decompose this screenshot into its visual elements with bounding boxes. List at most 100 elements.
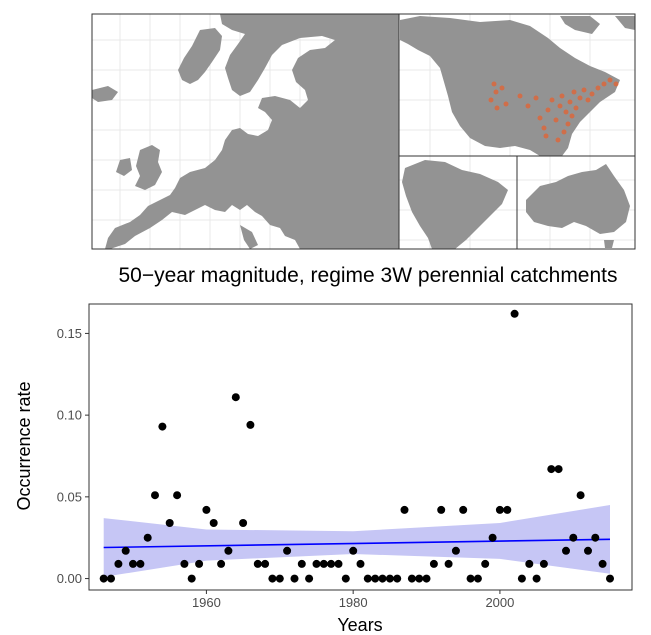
data-point bbox=[349, 546, 358, 555]
data-point bbox=[488, 533, 497, 542]
data-point bbox=[547, 465, 556, 474]
data-point bbox=[136, 559, 145, 568]
data-point bbox=[114, 559, 123, 568]
south-america-map-inset bbox=[398, 155, 518, 250]
data-point bbox=[576, 491, 585, 500]
data-point bbox=[158, 422, 167, 431]
data-point bbox=[253, 559, 262, 568]
y-tick-label: 0.10 bbox=[57, 408, 82, 423]
y-axis-title: Occurrence rate bbox=[14, 381, 34, 510]
data-point bbox=[224, 546, 233, 555]
data-point bbox=[246, 420, 255, 429]
data-point bbox=[451, 546, 460, 555]
europe-map-inset bbox=[91, 13, 400, 250]
confidence-band-layer bbox=[103, 505, 610, 577]
data-point bbox=[407, 574, 416, 583]
australia-frame bbox=[516, 155, 636, 250]
data-point bbox=[584, 546, 592, 555]
data-point bbox=[180, 559, 189, 568]
data-point bbox=[495, 505, 504, 514]
trend-line bbox=[103, 538, 610, 549]
data-point bbox=[151, 491, 159, 500]
data-point bbox=[327, 559, 336, 568]
data-point bbox=[334, 559, 343, 568]
data-point bbox=[444, 559, 453, 568]
data-point bbox=[341, 574, 350, 583]
data-point bbox=[99, 574, 108, 583]
data-point bbox=[107, 574, 115, 583]
data-point bbox=[187, 574, 196, 583]
data-point bbox=[231, 393, 240, 402]
data-point bbox=[554, 465, 563, 474]
data-point bbox=[121, 546, 130, 555]
y-tick-label: 0.05 bbox=[57, 489, 82, 504]
y-axis: 0.00 0.05 0.10 0.15 bbox=[57, 326, 89, 586]
data-point bbox=[525, 559, 534, 568]
data-point bbox=[239, 519, 248, 527]
y-tick-label: 0.00 bbox=[57, 571, 82, 586]
data-point bbox=[437, 505, 446, 514]
data-point bbox=[173, 491, 182, 500]
data-point bbox=[466, 574, 475, 583]
data-point bbox=[305, 574, 314, 583]
data-point bbox=[261, 559, 270, 568]
europe-land bbox=[92, 14, 399, 249]
data-point bbox=[165, 519, 174, 527]
data-point bbox=[143, 533, 152, 542]
data-point bbox=[290, 574, 299, 583]
x-tick-label: 1980 bbox=[339, 595, 368, 610]
data-point bbox=[195, 559, 204, 568]
data-point bbox=[129, 559, 137, 568]
plot-frame bbox=[88, 303, 633, 591]
australia-map-inset bbox=[516, 155, 636, 250]
data-point bbox=[378, 574, 387, 583]
data-point bbox=[400, 505, 409, 514]
data-point bbox=[385, 574, 394, 583]
data-points-layer bbox=[99, 309, 614, 583]
x-tick-label: 2000 bbox=[485, 595, 514, 610]
north-america-points bbox=[488, 77, 619, 143]
data-point bbox=[591, 533, 600, 542]
australia-land bbox=[526, 164, 630, 234]
chart-title: 50−year magnitude, regime 3W perennial c… bbox=[118, 264, 617, 287]
data-point bbox=[459, 505, 468, 514]
data-point bbox=[598, 559, 607, 568]
data-point bbox=[356, 559, 365, 568]
data-point bbox=[393, 574, 402, 583]
data-point bbox=[481, 559, 490, 568]
data-point bbox=[319, 559, 328, 568]
data-point bbox=[606, 574, 614, 583]
data-point bbox=[217, 559, 226, 568]
tasmania-land bbox=[604, 240, 614, 248]
x-tick-label: 1960 bbox=[192, 595, 221, 610]
data-point bbox=[283, 546, 292, 555]
x-axis: 1960 1980 2000 bbox=[192, 590, 514, 610]
data-point bbox=[268, 574, 277, 583]
data-point bbox=[473, 574, 482, 583]
data-point bbox=[371, 574, 380, 583]
data-point bbox=[422, 574, 431, 583]
chart-panel: 50−year magnitude, regime 3W perennial c… bbox=[14, 264, 633, 635]
data-point bbox=[363, 574, 372, 583]
data-point bbox=[569, 533, 578, 542]
data-point bbox=[297, 559, 306, 568]
data-point bbox=[415, 574, 424, 583]
confidence-band bbox=[103, 505, 610, 577]
data-point bbox=[510, 309, 519, 318]
data-point bbox=[503, 505, 512, 514]
y-tick-label: 0.15 bbox=[57, 326, 82, 341]
data-point bbox=[539, 559, 548, 568]
data-point bbox=[429, 559, 438, 568]
data-point bbox=[562, 546, 570, 555]
trend-line-layer bbox=[103, 538, 610, 549]
data-point bbox=[275, 574, 284, 583]
map-panel bbox=[91, 13, 636, 250]
south-america-land bbox=[402, 160, 508, 249]
data-point bbox=[517, 574, 526, 583]
data-point bbox=[202, 505, 211, 514]
north-america-land bbox=[400, 16, 635, 156]
data-point bbox=[532, 574, 541, 583]
x-axis-title: Years bbox=[337, 615, 382, 635]
